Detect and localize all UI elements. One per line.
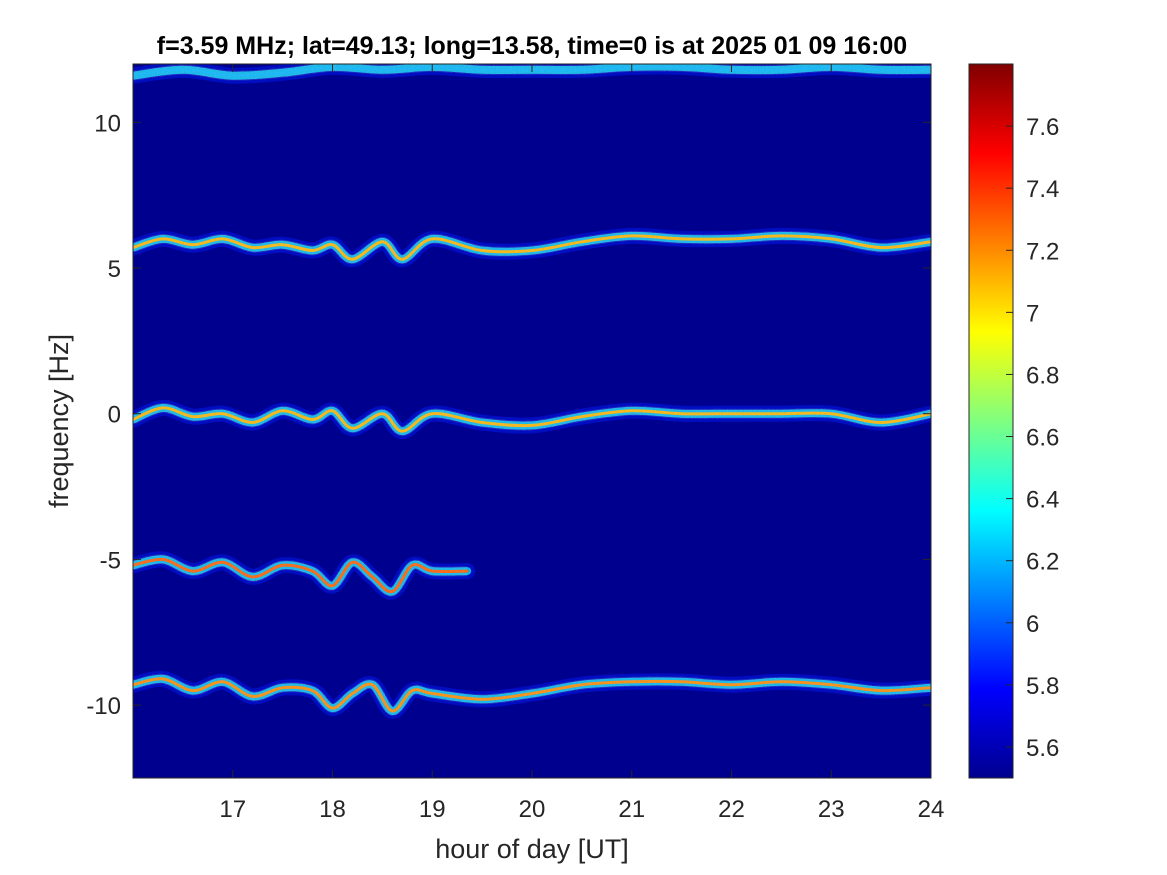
- colorbar-tick-label: 6.8: [1026, 362, 1059, 389]
- colorbar-ticks: 7.6 7.4 7.2 7 6.8 6.6 6.4 6.2 6 5.8 5.6: [1006, 114, 1059, 762]
- colorbar: [968, 63, 1014, 779]
- trace-band-2: [133, 227, 931, 268]
- trace-band-5: [133, 670, 931, 719]
- x-tick-label: 20: [519, 796, 546, 823]
- x-tick-label: 24: [918, 796, 945, 823]
- colorbar-tick-label: 5.6: [1026, 735, 1059, 762]
- y-axis: 10 5 0 -5 -10: [86, 110, 931, 720]
- trace-band-4: [133, 551, 476, 600]
- y-axis-label: frequency [Hz]: [44, 334, 74, 508]
- colorbar-tick-label: 5.8: [1026, 673, 1059, 700]
- trace-speckle: [133, 554, 468, 597]
- trace-speckle: [133, 230, 931, 265]
- x-tick-label: 19: [419, 796, 446, 823]
- trace-speckle: [133, 673, 931, 716]
- y-tick-label: 0: [108, 402, 121, 429]
- colorbar-tick-label: 7.2: [1026, 238, 1059, 265]
- x-axis: 17 18 19 20 21 22 23 24: [219, 64, 944, 823]
- chart-title: f=3.59 MHz; lat=49.13; long=13.58, time=…: [157, 32, 907, 60]
- x-tick-label: 17: [219, 796, 246, 823]
- colorbar-tick-label: 7.4: [1026, 176, 1059, 203]
- y-tick-label: 5: [108, 256, 121, 283]
- x-tick-label: 18: [319, 796, 346, 823]
- colorbar-tick-label: 7: [1026, 300, 1039, 327]
- colorbar-tick-label: 7.6: [1026, 114, 1059, 141]
- x-tick-label: 22: [718, 796, 745, 823]
- trace-speckle: [133, 402, 931, 437]
- x-tick-label: 21: [618, 796, 645, 823]
- x-tick-label: 23: [818, 796, 845, 823]
- y-tick-label: 10: [94, 110, 121, 137]
- colorbar-tick-label: 6.2: [1026, 549, 1059, 576]
- y-tick-label: -5: [100, 547, 121, 574]
- colorbar-tick-label: 6.4: [1026, 487, 1059, 514]
- colorbar-tick-label: 6.6: [1026, 425, 1059, 452]
- colorbar-tick-label: 6: [1026, 611, 1039, 638]
- trace-band-3: [133, 399, 931, 440]
- x-axis-label: hour of day [UT]: [435, 834, 629, 864]
- y-tick-label: -10: [86, 693, 121, 720]
